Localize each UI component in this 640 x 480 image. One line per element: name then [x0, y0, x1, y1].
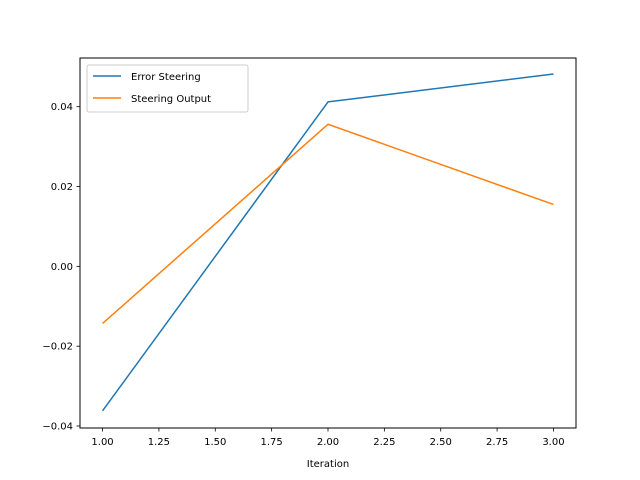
legend-label-error-steering: Error Steering	[131, 72, 201, 83]
x-tick-label: 1.75	[261, 437, 283, 448]
plot-background	[80, 58, 576, 428]
x-axis-ticks: 1.00 1.25 1.50 1.75 2.00 2.25 2.50 2.75 3.00	[91, 428, 565, 448]
series-lines	[101, 73, 554, 412]
x-tick-label: 2.25	[373, 437, 395, 448]
plot-frame	[79, 57, 577, 429]
x-tick-label: 2.50	[430, 437, 452, 448]
x-tick-label: 1.25	[148, 437, 170, 448]
series-line-error-steering	[101, 73, 554, 412]
y-axis-ticks: −0.04 −0.02 0.00 0.02 0.04	[42, 102, 80, 433]
legend-label-steering-output: Steering Output	[131, 94, 211, 105]
y-tick-label: 0.00	[51, 262, 73, 273]
y-tick-label: 0.02	[51, 182, 73, 193]
x-tick-label: 2.00	[317, 437, 339, 448]
series-line-steering-output	[102, 123, 554, 324]
x-tick-label: 1.00	[91, 437, 113, 448]
y-tick-label: −0.02	[42, 342, 73, 353]
x-tick-label: 3.00	[542, 437, 564, 448]
y-tick-label: 0.04	[51, 102, 73, 113]
x-tick-label: 2.75	[486, 437, 508, 448]
legend-box	[86, 64, 249, 113]
legend: Error Steering Steering Output	[86, 64, 249, 113]
x-tick-label: 1.50	[204, 437, 226, 448]
x-axis-label: Iteration	[307, 459, 349, 470]
y-tick-label: −0.04	[42, 422, 73, 433]
